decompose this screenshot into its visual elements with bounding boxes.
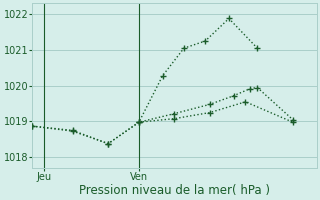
- X-axis label: Pression niveau de la mer( hPa ): Pression niveau de la mer( hPa ): [79, 184, 270, 197]
